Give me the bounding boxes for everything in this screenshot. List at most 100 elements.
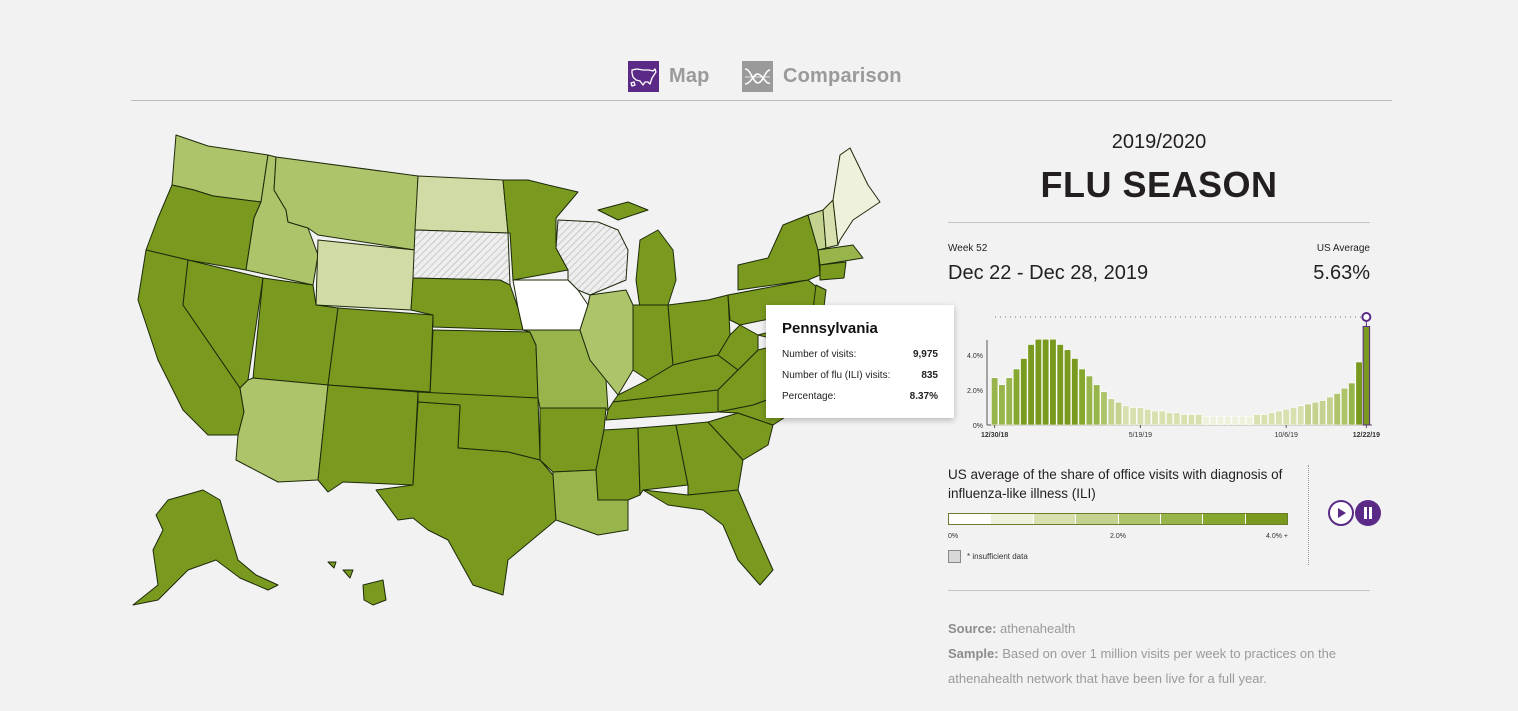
tab-comparison-label: Comparison [783, 64, 902, 87]
tooltip-state-name: Pennsylvania [782, 320, 878, 337]
tooltip-label: Number of visits: [782, 349, 857, 360]
play-button[interactable] [1328, 500, 1354, 526]
chart-bar [1100, 391, 1108, 426]
tooltip-value: 8.37% [909, 391, 938, 402]
state-illinois[interactable] [579, 289, 634, 396]
tab-comparison[interactable]: Comparison [742, 60, 902, 92]
us-choropleth-map: Pennsylvania Number of visits: 9,975 Num… [128, 130, 954, 610]
state-arizona[interactable] [235, 377, 329, 483]
controls-divider [1308, 465, 1309, 565]
legend-title: US average of the share of office visits… [948, 467, 1283, 501]
legend-swatch [1076, 514, 1119, 524]
chart-bar [1231, 415, 1239, 426]
chart-bar [1042, 338, 1050, 426]
us-average-value: 5.63% [1313, 262, 1370, 284]
chart-bar [1209, 415, 1217, 426]
chart-bar [1224, 415, 1232, 426]
chart-bar [998, 384, 1006, 426]
weekly-ili-chart: 0% 2.0% 4.0% 12/30/18 5/19/19 10/6/19 12/22/19 [945, 305, 1385, 455]
legend-swatch [991, 514, 1034, 524]
state-kansas[interactable] [429, 329, 539, 399]
state-maine[interactable] [832, 147, 881, 246]
comparison-chart-icon [742, 60, 773, 92]
state-arkansas[interactable] [539, 407, 607, 473]
page-title: FLU SEASON [1040, 164, 1278, 205]
chart-bar [1144, 408, 1152, 426]
view-tabs: Map Comparison [0, 60, 1518, 92]
us-average-label: US Average [1316, 243, 1370, 254]
chart-bar [1180, 414, 1188, 426]
chart-bar [1326, 396, 1334, 426]
source-line: Source: athenahealth [948, 616, 1368, 641]
chart-bar [1246, 415, 1254, 426]
week-date-range: Dec 22 - Dec 28, 2019 [948, 262, 1149, 284]
chart-bar [1187, 414, 1195, 426]
state-connecticut[interactable] [819, 261, 847, 281]
chart-bar [1260, 414, 1268, 426]
chart-bar [1275, 410, 1283, 426]
legend-tick: 2.0% [1110, 533, 1126, 540]
tab-map-label: Map [669, 64, 710, 87]
state-north-dakota[interactable] [414, 175, 509, 234]
chart-bar [1340, 387, 1349, 426]
state-south-dakota[interactable] [412, 229, 511, 286]
chart-bar [1282, 408, 1290, 426]
state-tooltip: Pennsylvania Number of visits: 9,975 Num… [766, 305, 954, 418]
y-tick-label: 2.0% [967, 388, 983, 395]
chart-bar [1056, 344, 1064, 426]
source-note: Source: athenahealth Sample: Based on ov… [948, 616, 1368, 691]
pause-button[interactable] [1355, 500, 1381, 526]
x-tick-label: 12/30/18 [981, 432, 1008, 439]
chart-bar [1217, 415, 1225, 426]
legend-swatch [1245, 514, 1287, 524]
state-hawaii[interactable] [327, 561, 387, 606]
chart-bar [1122, 405, 1130, 426]
chart-bar [1202, 415, 1210, 426]
state-massachusetts[interactable] [817, 244, 864, 266]
source-divider [948, 590, 1370, 591]
chart-bar [1319, 400, 1327, 426]
state-michigan[interactable] [597, 201, 677, 309]
state-south-carolina[interactable] [707, 412, 774, 461]
state-new-mexico[interactable] [317, 384, 419, 493]
legend-swatch [949, 514, 992, 524]
chart-bar [1027, 344, 1035, 426]
state-wyoming[interactable] [315, 239, 416, 311]
week-label: Week 52 [948, 243, 988, 254]
tooltip-label: Number of flu (ILI) visits: [782, 370, 891, 381]
x-tick-label: 5/19/19 [1129, 432, 1152, 439]
chart-bar [1348, 382, 1356, 426]
x-tick-label: 12/22/19 [1353, 432, 1380, 439]
tab-divider [131, 100, 1392, 101]
chart-bar [1333, 393, 1341, 426]
insufficient-data-swatch [948, 550, 961, 563]
state-alaska[interactable] [132, 489, 279, 606]
chart-bar [1311, 401, 1319, 426]
state-mississippi[interactable] [595, 427, 641, 501]
y-tick-label: 4.0% [967, 353, 983, 360]
tooltip-value: 9,975 [912, 349, 938, 360]
state-alabama[interactable] [637, 424, 689, 496]
tab-map[interactable]: Map [628, 60, 710, 92]
legend-swatch [1033, 514, 1077, 524]
state-colorado[interactable] [327, 307, 434, 393]
state-new-york[interactable] [737, 214, 821, 291]
legend-swatch [1203, 514, 1246, 524]
chart-bar [1049, 338, 1057, 426]
chart-bar [1238, 415, 1246, 426]
chart-bar [1020, 358, 1028, 426]
chart-bar [991, 377, 999, 426]
insufficient-data-label: * insufficient data [967, 552, 1028, 561]
chart-bar [1253, 414, 1261, 426]
chart-bar [1158, 410, 1166, 426]
tooltip-row-percentage: Percentage: 8.37% [782, 386, 938, 407]
sample-value: Based on over 1 million visits per week … [948, 646, 1337, 686]
state-florida[interactable] [642, 489, 774, 586]
chart-bar [1012, 368, 1021, 426]
legend-tick: 0% [948, 533, 959, 540]
x-tick-label: 10/6/19 [1275, 432, 1298, 439]
state-texas[interactable] [375, 401, 557, 596]
tooltip-row-flu-visits: Number of flu (ILI) visits: 835 [782, 365, 938, 386]
chart-bar [1166, 412, 1174, 426]
chart-bar [1063, 349, 1072, 426]
